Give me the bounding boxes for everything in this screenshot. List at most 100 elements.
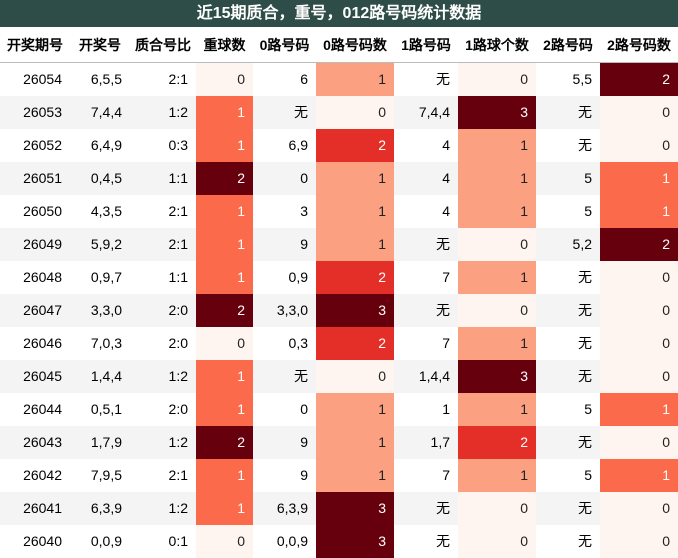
count-cell: 1: [196, 491, 253, 525]
count-cell: 1: [196, 95, 253, 129]
table-row: 26043 1,7,9 1:2 2 9 1 1,7 2 无 0: [0, 425, 678, 459]
table-cell: 0,4,5: [70, 161, 130, 195]
column-header: 质合号比: [130, 27, 196, 63]
table-cell: 0,5,1: [90, 401, 122, 417]
column-header: 开奖期号: [0, 27, 70, 63]
table-cell: 1,4,4: [70, 359, 130, 393]
table-cell: 0,9,7: [90, 269, 122, 285]
table-row: 26049 5,9,2 2:1 1 9 1 无 0 5,2 2: [0, 227, 678, 261]
table-cell: 3: [300, 203, 308, 219]
table-cell: 1:2: [130, 359, 196, 393]
count-cell: 0: [600, 128, 678, 162]
table-row: 26050 4,3,5 2:1 1 3 1 4 1 5 1: [0, 194, 678, 228]
table-cell: 7,9,5: [90, 467, 122, 483]
table-cell: 1:2: [130, 491, 196, 525]
table-cell: 1,7: [394, 425, 458, 459]
table-cell: 7: [442, 467, 450, 483]
count-cell: 3: [316, 293, 394, 327]
count-cell: 1: [196, 359, 253, 393]
table-cell: 3,3,0: [70, 293, 130, 327]
count-cell: 2: [600, 62, 678, 96]
table-cell: 无: [436, 71, 450, 88]
table-cell: 2:0: [168, 335, 188, 351]
count-cell: 1: [196, 260, 253, 294]
table-row: 26048 0,9,7 1:1 1 0,9 2 7 1 无 0: [0, 260, 678, 294]
column-header: 重球数: [196, 27, 253, 63]
table-cell: 6,5,5: [90, 71, 122, 88]
table-cell: 26041: [0, 491, 70, 525]
count-cell: 2: [196, 161, 253, 195]
count-cell: 0: [600, 326, 678, 360]
table-cell: 无: [536, 425, 600, 459]
table-cell: 3,3,0: [253, 293, 316, 327]
table-cell: 1,7,9: [70, 425, 130, 459]
table-cell: 0,0,9: [90, 533, 122, 549]
table-cell: 5: [584, 203, 592, 219]
table-cell: 26048: [23, 269, 62, 285]
table-cell: 26045: [0, 359, 70, 393]
table-cell: 0,0,9: [276, 533, 308, 549]
count-cell: 0: [600, 359, 678, 393]
table-cell: 7,4,4: [70, 95, 130, 129]
table-cell: 26047: [0, 293, 70, 327]
table-cell: 2:1: [168, 203, 188, 219]
table-cell: 7: [442, 335, 450, 351]
column-header: 开奖号: [70, 27, 130, 63]
count-cell: 0: [458, 524, 536, 558]
table-cell: 7: [442, 269, 450, 285]
table-cell: 26050: [23, 203, 62, 219]
table-cell: 无: [394, 491, 458, 525]
column-header: 0路号码数: [316, 27, 394, 63]
table-cell: 6,9: [288, 137, 308, 153]
count-cell: 3: [316, 524, 394, 558]
table-cell: 无: [578, 335, 592, 351]
table-cell: 无: [253, 95, 316, 129]
table-cell: 9: [253, 227, 316, 261]
count-cell: 3: [316, 491, 394, 525]
stats-table: 开奖期号 开奖号 质合号比 重球数 0路号码 0路号码数 1路号码 1路球个数 2路号码 2路号码…: [0, 27, 678, 558]
column-header: 0路号码: [253, 27, 316, 63]
table-cell: 无: [394, 227, 458, 261]
table-cell: 2:1: [168, 467, 188, 483]
count-cell: 1: [600, 161, 678, 195]
count-cell: 0: [600, 491, 678, 525]
table-cell: 无: [578, 269, 592, 285]
table-body: 26054 6,5,5 2:1 0 6 1 无 0 5,5 2 26053 7,4,4 1:2 1 无 0 7,…: [0, 62, 678, 558]
table-cell: 26053: [0, 95, 70, 129]
count-cell: 1: [458, 458, 536, 492]
column-header: 1路球个数: [458, 27, 536, 63]
table-cell: 7,4,4: [394, 95, 458, 129]
count-cell: 0: [458, 491, 536, 525]
table-cell: 6: [300, 71, 308, 88]
table-row: 26047 3,3,0 2:0 2 3,3,0 3 无 0 无 0: [0, 293, 678, 327]
table-row: 26046 7,0,3 2:0 0 0,3 2 7 1 无 0: [0, 326, 678, 360]
table-cell: 1:2: [130, 95, 196, 129]
table-cell: 2:0: [130, 293, 196, 327]
table-cell: 无: [536, 95, 600, 129]
count-cell: 2: [458, 425, 536, 459]
table-cell: 无: [436, 533, 450, 549]
count-cell: 1: [316, 161, 394, 195]
table-cell: 4: [442, 137, 450, 153]
table-row: 26041 6,3,9 1:2 1 6,3,9 3 无 0 无 0: [0, 491, 678, 525]
table-cell: 1: [442, 401, 450, 417]
table-cell: 26040: [23, 533, 62, 549]
count-cell: 1: [316, 194, 394, 228]
count-cell: 1: [600, 194, 678, 228]
count-cell: 1: [196, 194, 253, 228]
table-cell: 无: [536, 491, 600, 525]
table-cell: 4: [442, 203, 450, 219]
table-cell: 1:1: [168, 269, 188, 285]
count-cell: 0: [458, 227, 536, 261]
table-cell: 26043: [0, 425, 70, 459]
count-cell: 3: [458, 359, 536, 393]
count-cell: 2: [316, 128, 394, 162]
table-cell: 2:1: [130, 227, 196, 261]
table-cell: 无: [394, 293, 458, 327]
count-cell: 1: [600, 458, 678, 492]
count-cell: 1: [196, 227, 253, 261]
count-cell: 1: [458, 161, 536, 195]
count-cell: 0: [316, 359, 394, 393]
count-cell: 0: [458, 293, 536, 327]
